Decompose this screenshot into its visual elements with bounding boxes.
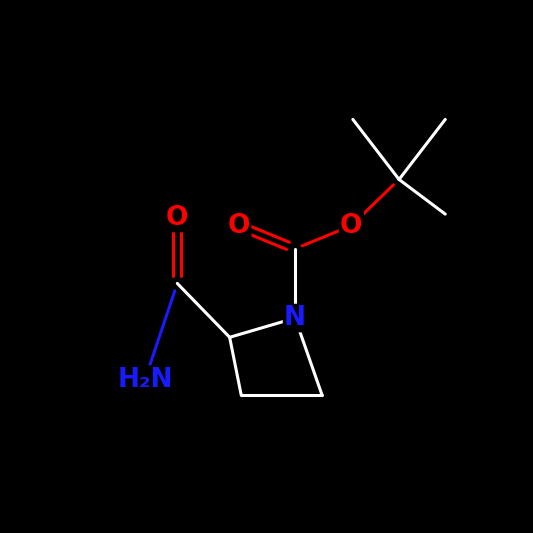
Text: O: O xyxy=(228,213,250,239)
Text: O: O xyxy=(166,205,189,231)
Text: H₂N: H₂N xyxy=(117,367,173,393)
Text: N: N xyxy=(284,305,306,331)
Text: O: O xyxy=(340,213,362,239)
